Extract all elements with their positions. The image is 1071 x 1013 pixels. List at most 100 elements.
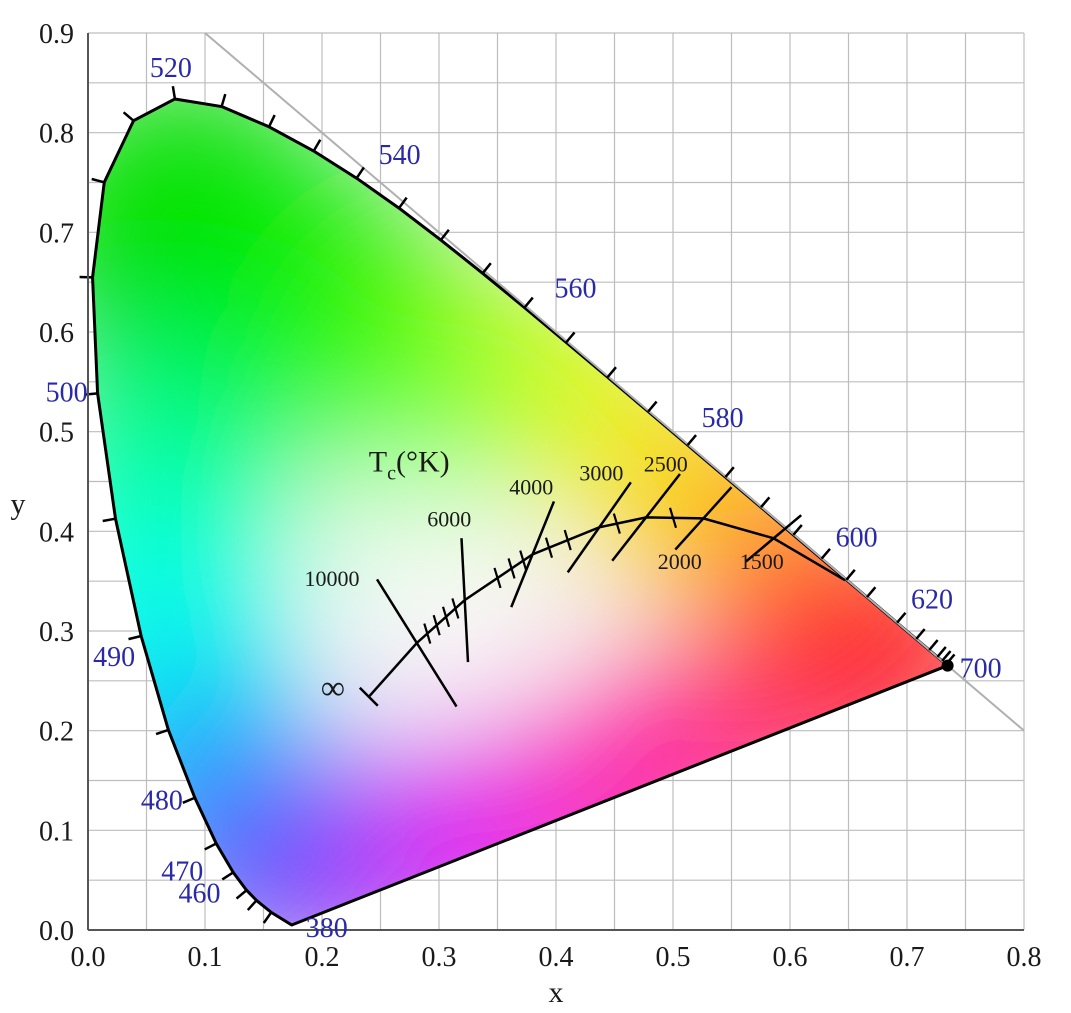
wavelength-tick-mark [724, 466, 735, 478]
wavelength-tick-mark [845, 569, 856, 581]
wavelength-tick-mark [481, 262, 492, 275]
planck-minor-tick [441, 606, 451, 628]
wavelength-tick-mark [606, 366, 617, 378]
wavelength-label-560: 560 [555, 274, 597, 305]
wavelength-tick-mark [760, 496, 771, 509]
cct-label-4000: 4000 [509, 474, 553, 499]
planck-minor-tick [563, 529, 572, 551]
y-tick-label: 0.8 [39, 119, 74, 150]
wavelength-tick-mark [220, 93, 227, 107]
x-tick-label: 0.5 [656, 942, 691, 973]
wavelength-tick-mark [523, 296, 534, 309]
cct-label-1500: 1500 [740, 549, 784, 574]
y-tick-label: 0.4 [39, 517, 74, 548]
planck-minor-tick [507, 558, 516, 579]
planck-minor-tick [612, 513, 621, 534]
wavelength-tick-mark [896, 612, 907, 624]
wavelength-label-600: 600 [836, 523, 878, 554]
planck-minor-tick [668, 507, 678, 529]
wavelength-tick-mark [122, 111, 135, 122]
gamut-fill [91, 97, 950, 927]
wavelength-tick-mark [915, 628, 926, 640]
isotherm-line-4000 [510, 500, 556, 608]
y-tick-label: 0.1 [39, 816, 74, 847]
wavelength-tick-mark [267, 114, 276, 128]
wavelength-tick-mark [439, 228, 450, 241]
planck-minor-tick [519, 550, 528, 571]
y-tick-label: 0.7 [39, 218, 74, 249]
y-tick-label: 0.9 [39, 19, 74, 50]
isotherm-line-2000 [674, 486, 733, 551]
infinity-label: ∞ [321, 670, 345, 707]
wavelength-tick-mark [91, 177, 105, 184]
isotherm-line-2500 [611, 473, 681, 562]
diagonal-reference-line [204, 32, 1025, 732]
isotherm-line-10000 [375, 578, 458, 708]
infinity-end-bar [358, 686, 379, 707]
wavelength-tick-mark [128, 634, 142, 641]
wavelength-tick-mark [155, 728, 169, 736]
cct-label-6000: 6000 [427, 506, 471, 531]
wavelength-tick-mark [928, 639, 939, 651]
y-axis-title: y [11, 488, 26, 521]
wavelength-label-480: 480 [141, 786, 183, 817]
wavelength-label-620: 620 [911, 585, 953, 616]
wavelength-label-380: 380 [306, 913, 348, 944]
gamut-color-field [92, 98, 948, 926]
cct-label-2500: 2500 [644, 452, 688, 477]
wavelength-label-540: 540 [379, 140, 421, 171]
isotherm-line-6000 [460, 538, 470, 663]
wavelength-tick-mark [355, 166, 365, 179]
wavelength-label-580: 580 [702, 403, 744, 434]
wavelength-tick-mark [235, 889, 248, 900]
y-tick-label: 0.0 [39, 916, 74, 947]
planckian-title-main: T [369, 446, 387, 479]
cct-label-3000: 3000 [579, 461, 623, 486]
x-tick-label: 0.7 [890, 942, 925, 973]
planck-minor-tick [544, 537, 554, 558]
isotherm-line-3000 [566, 481, 632, 574]
wavelength-tick-mark [866, 586, 877, 598]
wavelength-label-700: 700 [960, 654, 1002, 685]
planckian-title-sub: c [387, 463, 396, 485]
isotherm-line-1500 [745, 514, 803, 563]
planck-minor-tick [493, 567, 502, 589]
wavelength-tick-mark [686, 434, 697, 446]
planckian-title-rest: (°K) [396, 446, 450, 479]
spectral-locus [79, 85, 956, 924]
wavelength-tick-mark [246, 899, 258, 911]
wavelength-tick-mark [941, 650, 952, 662]
cct-label-2000: 2000 [658, 549, 702, 574]
diagonal-line [204, 32, 1025, 732]
wavelength-label-520: 520 [150, 53, 192, 84]
planck-minor-tick [451, 598, 460, 619]
wavelength-tick-mark [820, 548, 831, 560]
y-tick-label: 0.3 [39, 617, 74, 648]
wavelength-label-460: 460 [178, 878, 220, 909]
planckian-title: Tc(°K) [369, 446, 450, 485]
gamut-color-blob [332, 471, 453, 592]
wavelength-label-500: 500 [46, 377, 88, 408]
x-tick-label: 0.4 [539, 942, 574, 973]
wavelength-label-470: 470 [161, 856, 203, 887]
cct-label-10000: 10000 [304, 566, 359, 591]
wavelength-tick-mark [312, 139, 322, 152]
wavelength-tick-mark [397, 196, 408, 209]
wavelength-tick-mark [262, 911, 273, 924]
x-tick-label: 0.0 [71, 942, 106, 973]
y-tick-label: 0.5 [39, 418, 74, 449]
wavelength-tick-mark [84, 392, 98, 396]
wavelength-tick-mark [936, 646, 947, 658]
wavelength-tick-mark [171, 85, 177, 100]
axes: 0.0 0.1 0.2 0.3 0.4 0.5 0.6 0.7 0.8 0.0 0.1 0.2 0.3 0… [11, 19, 1042, 1009]
wavelength-label-490: 490 [93, 642, 135, 673]
wavelength-tick-mark [221, 871, 234, 881]
planck-minor-tick [423, 623, 432, 644]
x-tick-label: 0.2 [305, 942, 340, 973]
wavelength-tick-mark [102, 517, 116, 523]
wavelength-tick-mark [182, 796, 196, 804]
wavelength-tick-mark [204, 842, 217, 851]
y-tick-label: 0.2 [39, 717, 74, 748]
